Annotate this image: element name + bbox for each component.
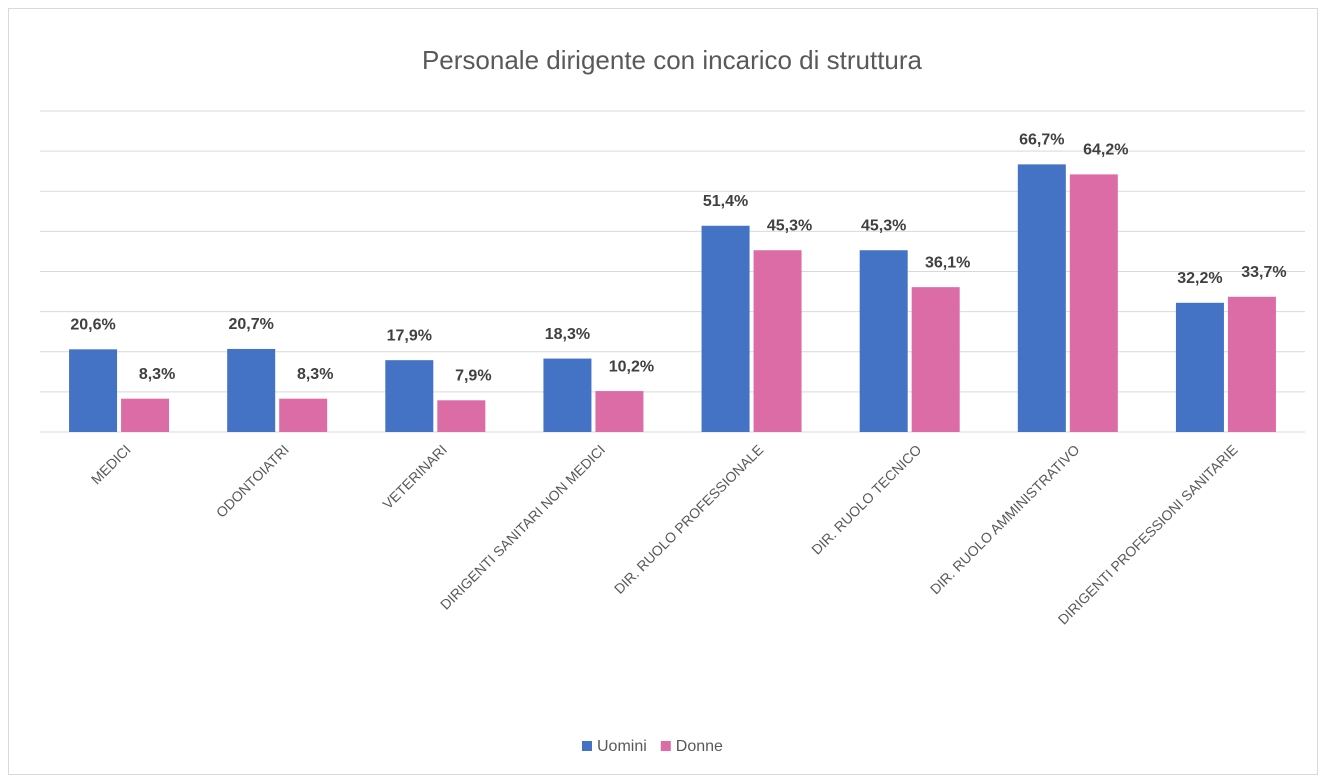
bar [859, 250, 908, 432]
legend-swatch [582, 741, 592, 751]
bar [911, 287, 960, 432]
value-label: 33,7% [1241, 264, 1286, 281]
value-label: 8,3% [297, 366, 333, 383]
bar [385, 360, 434, 432]
bar [1227, 296, 1276, 432]
bar [1017, 164, 1066, 432]
legend-label: Uomini [597, 738, 647, 755]
legend-swatch [660, 741, 671, 751]
bar [753, 250, 802, 432]
value-label: 17,9% [387, 327, 432, 344]
bar [1069, 174, 1118, 432]
value-label: 32,2% [1177, 270, 1222, 287]
value-label: 7,9% [455, 368, 491, 385]
bar [437, 400, 486, 432]
value-label: 45,3% [767, 217, 812, 234]
bar [227, 348, 276, 432]
bar [543, 358, 592, 432]
bar [701, 225, 750, 432]
value-label: 18,3% [545, 326, 590, 343]
value-label: 45,3% [861, 217, 906, 234]
legend-label: Donne [676, 738, 723, 755]
bar [121, 398, 170, 432]
value-label: 20,7% [229, 316, 274, 333]
bar [595, 391, 644, 432]
bar [279, 398, 328, 432]
value-label: 8,3% [139, 366, 175, 383]
bar [1175, 302, 1224, 432]
value-label: 64,2% [1083, 142, 1128, 159]
value-label: 36,1% [925, 254, 970, 271]
chart-title: Personale dirigente con incarico di stru… [422, 45, 923, 75]
bar [69, 349, 118, 432]
value-label: 10,2% [609, 358, 654, 375]
value-label: 51,4% [703, 193, 748, 210]
value-label: 66,7% [1019, 132, 1064, 149]
value-label: 20,6% [70, 317, 115, 334]
